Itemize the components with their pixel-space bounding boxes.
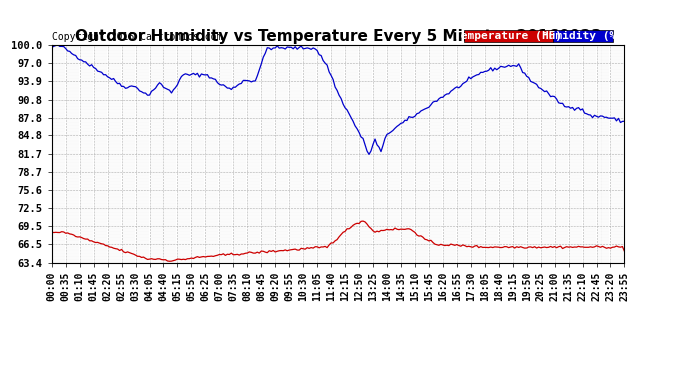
Text: Humidity (%): Humidity (%)	[542, 31, 623, 41]
Text: Temperature (°F): Temperature (°F)	[454, 31, 562, 41]
FancyBboxPatch shape	[553, 30, 613, 42]
Text: Copyright 2016 Cartronics.com: Copyright 2016 Cartronics.com	[52, 32, 222, 42]
FancyBboxPatch shape	[464, 30, 553, 42]
Title: Outdoor Humidity vs Temperature Every 5 Minutes 20160923: Outdoor Humidity vs Temperature Every 5 …	[75, 29, 602, 44]
